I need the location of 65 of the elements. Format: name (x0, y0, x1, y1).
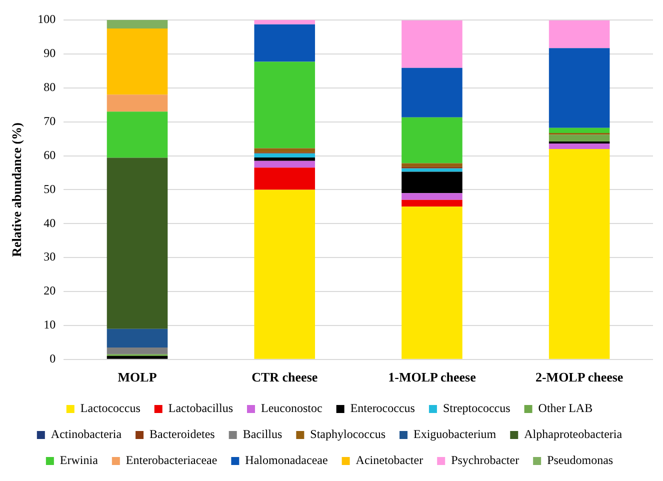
x-tick-label: CTR cheese (252, 370, 318, 385)
bar (548, 48, 610, 128)
bar (548, 20, 610, 48)
y-tick-label: 40 (44, 216, 56, 230)
legend-label: Enterobacteriaceae (126, 453, 218, 468)
y-tick-label: 80 (44, 80, 56, 94)
bar (254, 160, 316, 168)
bar (106, 20, 168, 28)
x-tick-label: MOLP (118, 370, 157, 385)
y-tick-label: 60 (44, 148, 56, 162)
bar (402, 20, 462, 68)
legend-label: Actinobacteria (50, 427, 122, 442)
legend-label: Leuconostoc (261, 401, 322, 416)
legend-label: Staphylococcus (310, 427, 386, 442)
bar (254, 168, 316, 190)
legend-label: Acinetobacter (356, 453, 424, 468)
bar (254, 190, 316, 359)
legend-label: Lactobacillus (168, 401, 234, 416)
y-tick-label: 70 (44, 114, 56, 128)
legend-label: Alphaproteobacteria (524, 427, 623, 442)
bar (106, 158, 168, 329)
y-tick-label: 20 (44, 284, 56, 298)
bar (106, 356, 168, 359)
bar (254, 24, 316, 62)
bar (402, 117, 462, 164)
bar (254, 62, 316, 148)
bar (106, 112, 168, 158)
bar (254, 157, 316, 161)
y-tick-label: 100 (38, 12, 56, 26)
legend-label: Psychrobacter (451, 453, 520, 468)
bar (402, 206, 462, 359)
bar (106, 94, 168, 112)
y-tick-label: 90 (44, 46, 56, 60)
bar (106, 328, 168, 348)
legend-label: Streptococcus (442, 401, 511, 416)
y-tick-label: 0 (50, 352, 56, 366)
bar (402, 68, 462, 118)
bar (548, 128, 610, 134)
legend-label: Erwinia (60, 453, 99, 468)
bar (548, 134, 610, 142)
bar (402, 200, 462, 207)
legend-label: Bacteroidetes (150, 427, 216, 442)
bar (254, 20, 316, 24)
legend-label: Other LAB (538, 401, 593, 416)
bar (254, 148, 316, 152)
bar (402, 163, 462, 167)
legend-label: Enterococcus (350, 401, 416, 416)
y-tick-label: 50 (44, 182, 56, 196)
legend-label: Pseudomonas (547, 453, 614, 468)
bar (402, 172, 462, 194)
y-tick-label: 30 (44, 250, 56, 264)
legend-label: Exiguobacterium (413, 427, 497, 442)
bar (548, 148, 610, 359)
y-axis-title: Relative abundance (%) (9, 122, 24, 257)
legend-label: Bacillus (242, 427, 283, 442)
legend-label: Lactococcus (80, 401, 141, 416)
legend-label: Halomonadaceae (245, 453, 328, 468)
bar (402, 193, 462, 200)
x-tick-label: 1-MOLP cheese (388, 370, 476, 385)
y-tick-label: 10 (44, 318, 56, 332)
bar (106, 348, 168, 354)
bar (548, 144, 610, 149)
bar (106, 28, 168, 95)
x-tick-label: 2-MOLP cheese (535, 370, 624, 385)
bar (254, 153, 316, 158)
